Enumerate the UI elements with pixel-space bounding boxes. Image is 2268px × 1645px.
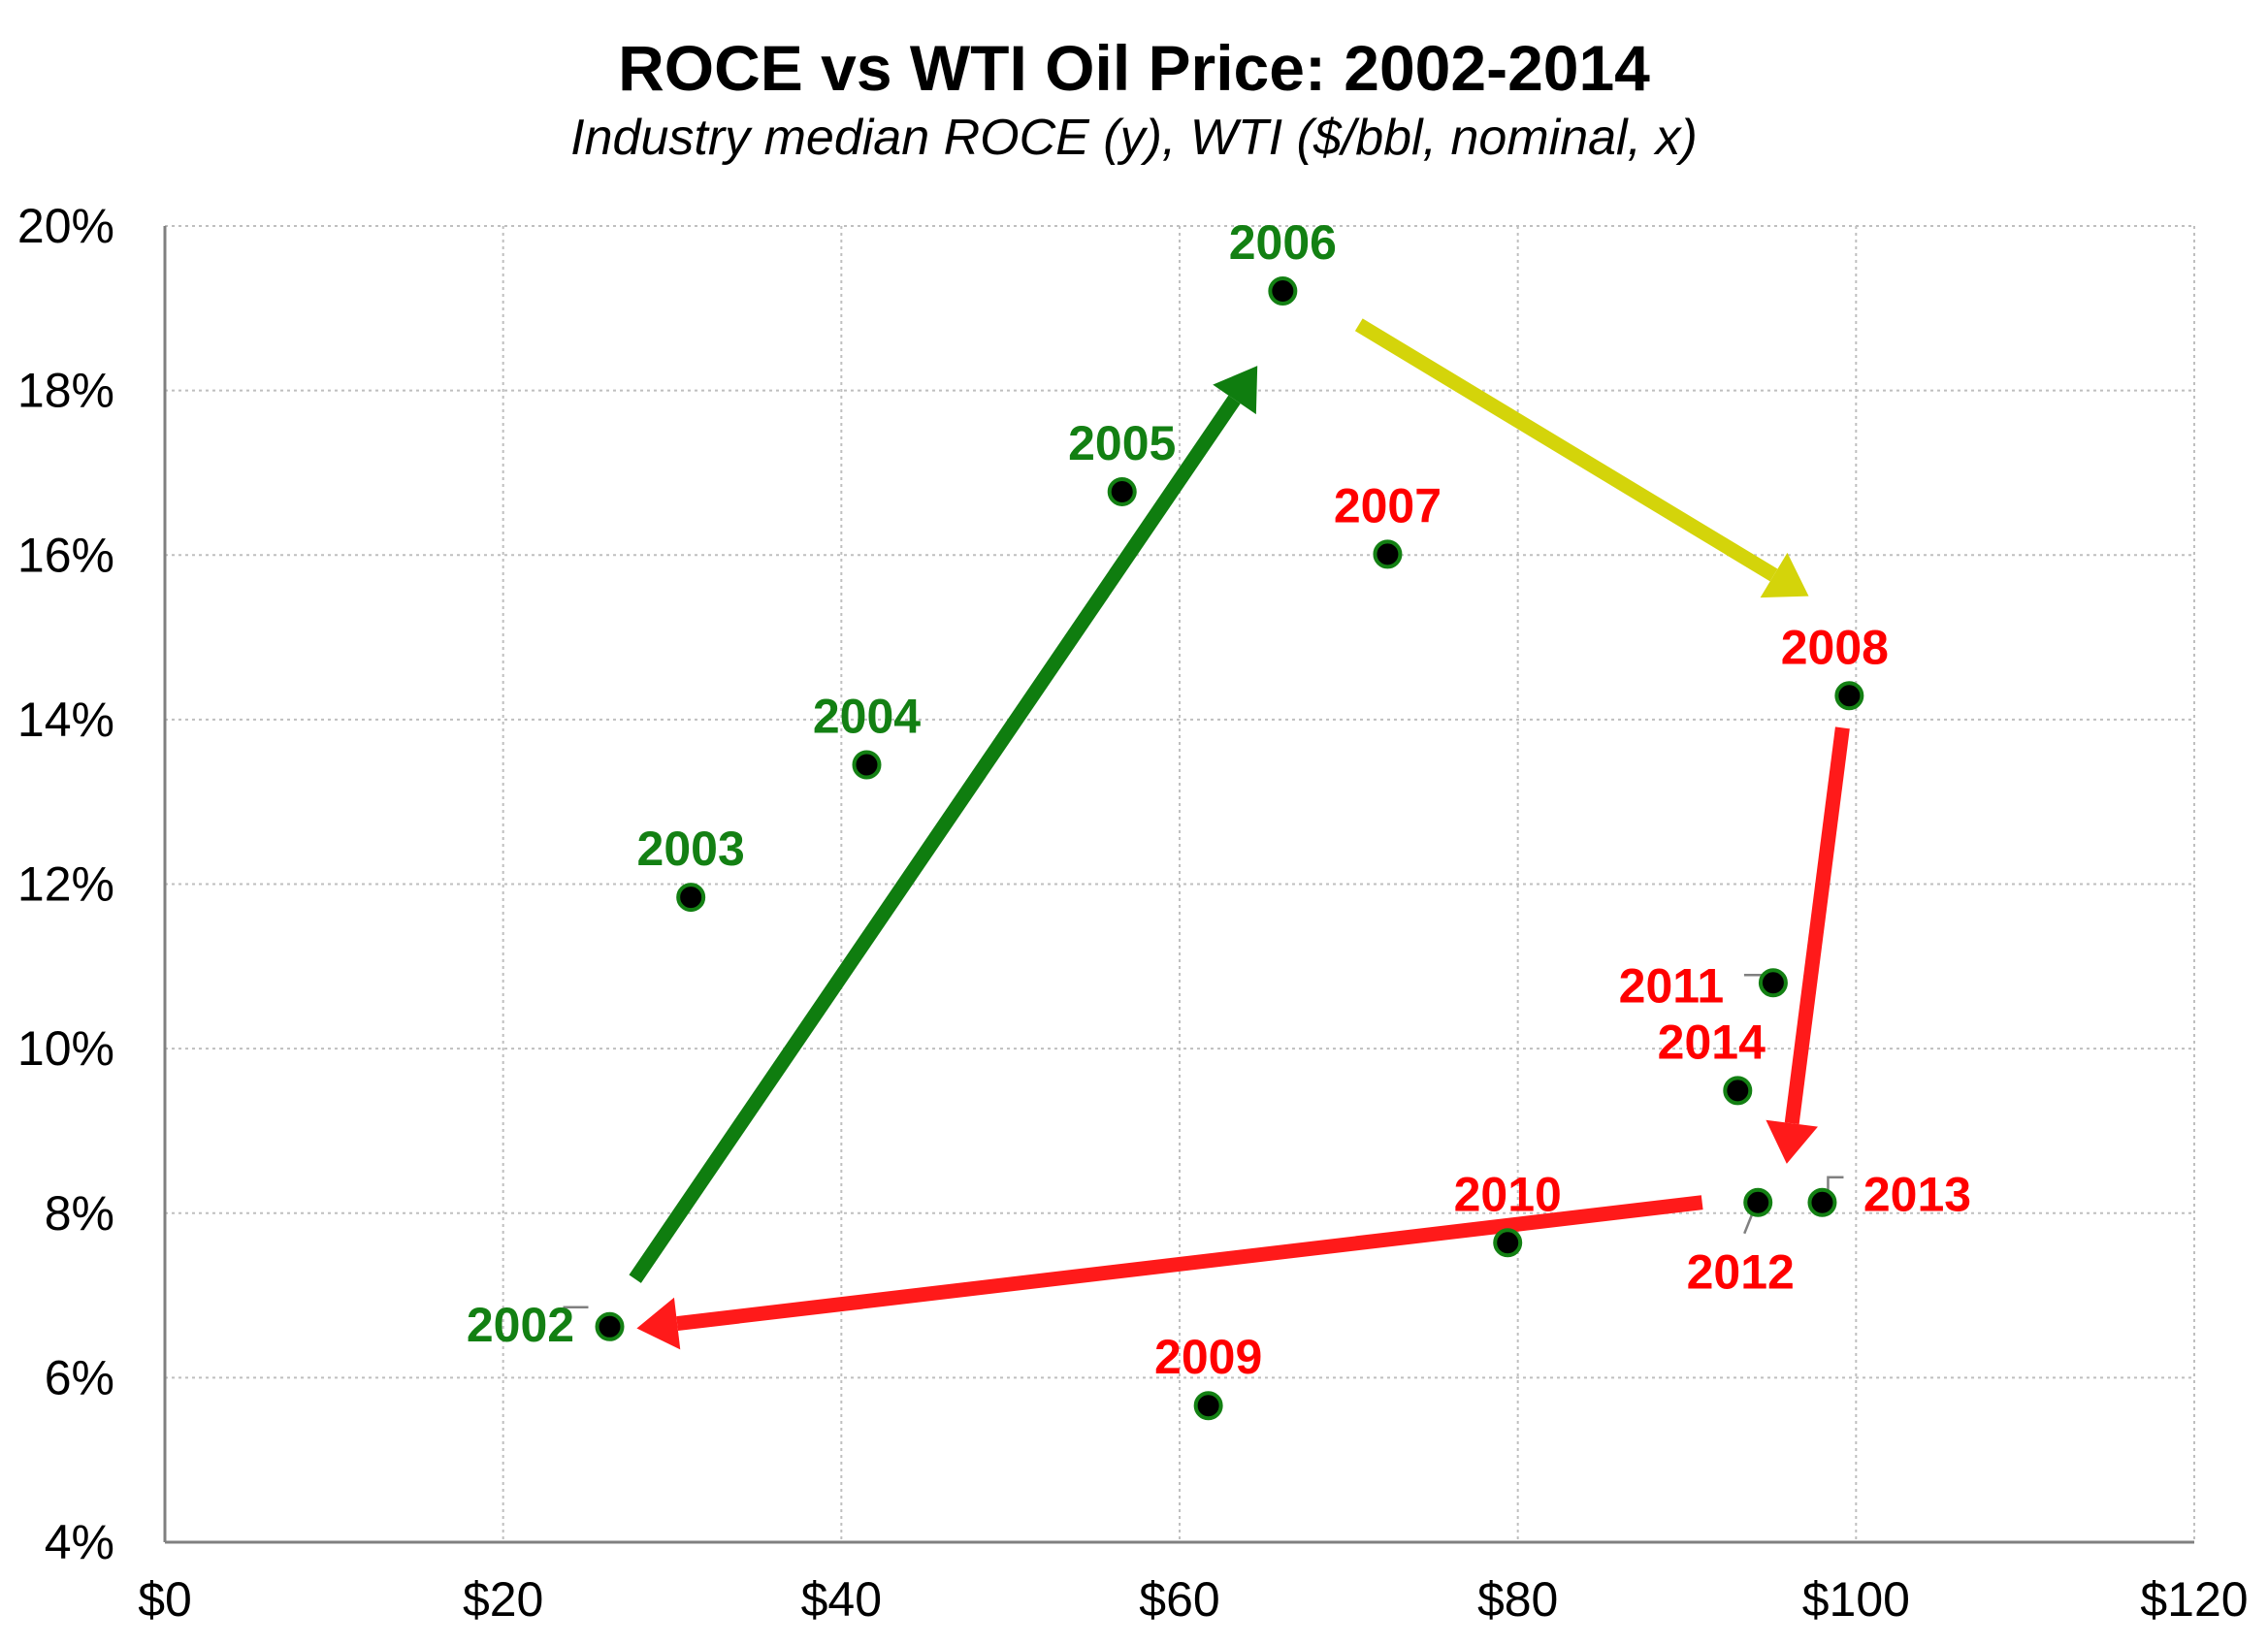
x-tick-label: $40 (801, 1572, 882, 1627)
point-label-2008: 2008 (1781, 620, 1889, 674)
data-point-2007 (1373, 539, 1403, 569)
arrow-shaft (629, 395, 1241, 1283)
arrow-head (1760, 552, 1809, 598)
y-tick-label: 14% (17, 693, 114, 747)
point-label-2004: 2004 (813, 690, 921, 744)
y-tick-label: 8% (45, 1186, 114, 1241)
point-label-2012: 2012 (1687, 1245, 1795, 1300)
y-tick-label: 10% (17, 1021, 114, 1076)
x-tick-label: $60 (1139, 1572, 1219, 1627)
yellow-trend-arrow (1354, 318, 1809, 598)
data-point-2008 (1834, 681, 1864, 711)
x-tick-label: $120 (2140, 1572, 2248, 1627)
chart-subtitle: Industry median ROCE (y), WTI ($/bbl, no… (570, 110, 1698, 166)
arrow-shaft (676, 1195, 1703, 1332)
y-tick-label: 18% (17, 364, 114, 418)
data-point-2003 (676, 883, 706, 913)
y-tick-label: 4% (45, 1515, 114, 1569)
data-point-2006 (1268, 276, 1298, 306)
tick-labels: 4% 6% 8% 10% 12% 14% 16% 18% 20% $0 $20 $40 $60 $80 $1… (17, 199, 2249, 1627)
point-label-2006: 2006 (1229, 215, 1337, 270)
y-tick-label: 6% (45, 1350, 114, 1404)
arrow-head (1766, 1119, 1818, 1164)
data-point-2011 (1758, 968, 1788, 998)
data-points (563, 276, 1864, 1421)
point-label-2005: 2005 (1068, 416, 1176, 470)
x-tick-label: $0 (138, 1572, 192, 1627)
y-tick-label: 20% (17, 199, 114, 253)
point-label-2009: 2009 (1154, 1330, 1262, 1384)
trend-arrows (629, 318, 1850, 1350)
x-tick-label: $80 (1477, 1572, 1558, 1627)
data-point-2010 (1493, 1228, 1523, 1258)
red-trend-arrow (636, 1195, 1703, 1350)
data-point-2004 (852, 750, 882, 780)
label-leader-line (1743, 1213, 1754, 1235)
arrow-head (1213, 366, 1258, 415)
arrow-shaft (1354, 318, 1778, 582)
data-point-2013 (1807, 1187, 1837, 1217)
point-label-2010: 2010 (1454, 1167, 1562, 1221)
point-label-2013: 2013 (1863, 1168, 1971, 1222)
y-tick-label: 12% (17, 857, 114, 912)
y-tick-label: 16% (17, 528, 114, 582)
data-point-2014 (1723, 1076, 1753, 1106)
axes (163, 226, 2194, 1544)
data-point-2009 (1193, 1391, 1223, 1421)
data-point-2005 (1107, 476, 1137, 506)
data-point-2002 (595, 1311, 625, 1341)
point-label-2011: 2011 (1619, 958, 1724, 1013)
x-tick-label: $100 (1802, 1572, 1910, 1627)
data-point-2012 (1743, 1187, 1773, 1217)
red-trend-arrow (1766, 726, 1850, 1164)
chart-title: ROCE vs WTI Oil Price: 2002-2014 (618, 32, 1650, 104)
point-label-2003: 2003 (637, 822, 745, 876)
green-trend-arrow (629, 366, 1258, 1283)
point-labels: 2002 2003 2004 2005 2006 2007 2008 2009 2010 2011… (467, 215, 1971, 1384)
arrow-shaft (1784, 726, 1850, 1125)
grid-lines (165, 225, 2195, 1542)
point-label-2014: 2014 (1658, 1015, 1766, 1069)
arrow-head (636, 1297, 681, 1350)
label-leader-line (1827, 1176, 1844, 1191)
x-tick-label: $20 (463, 1572, 543, 1627)
point-label-2007: 2007 (1334, 478, 1442, 532)
point-label-2002: 2002 (467, 1298, 574, 1352)
